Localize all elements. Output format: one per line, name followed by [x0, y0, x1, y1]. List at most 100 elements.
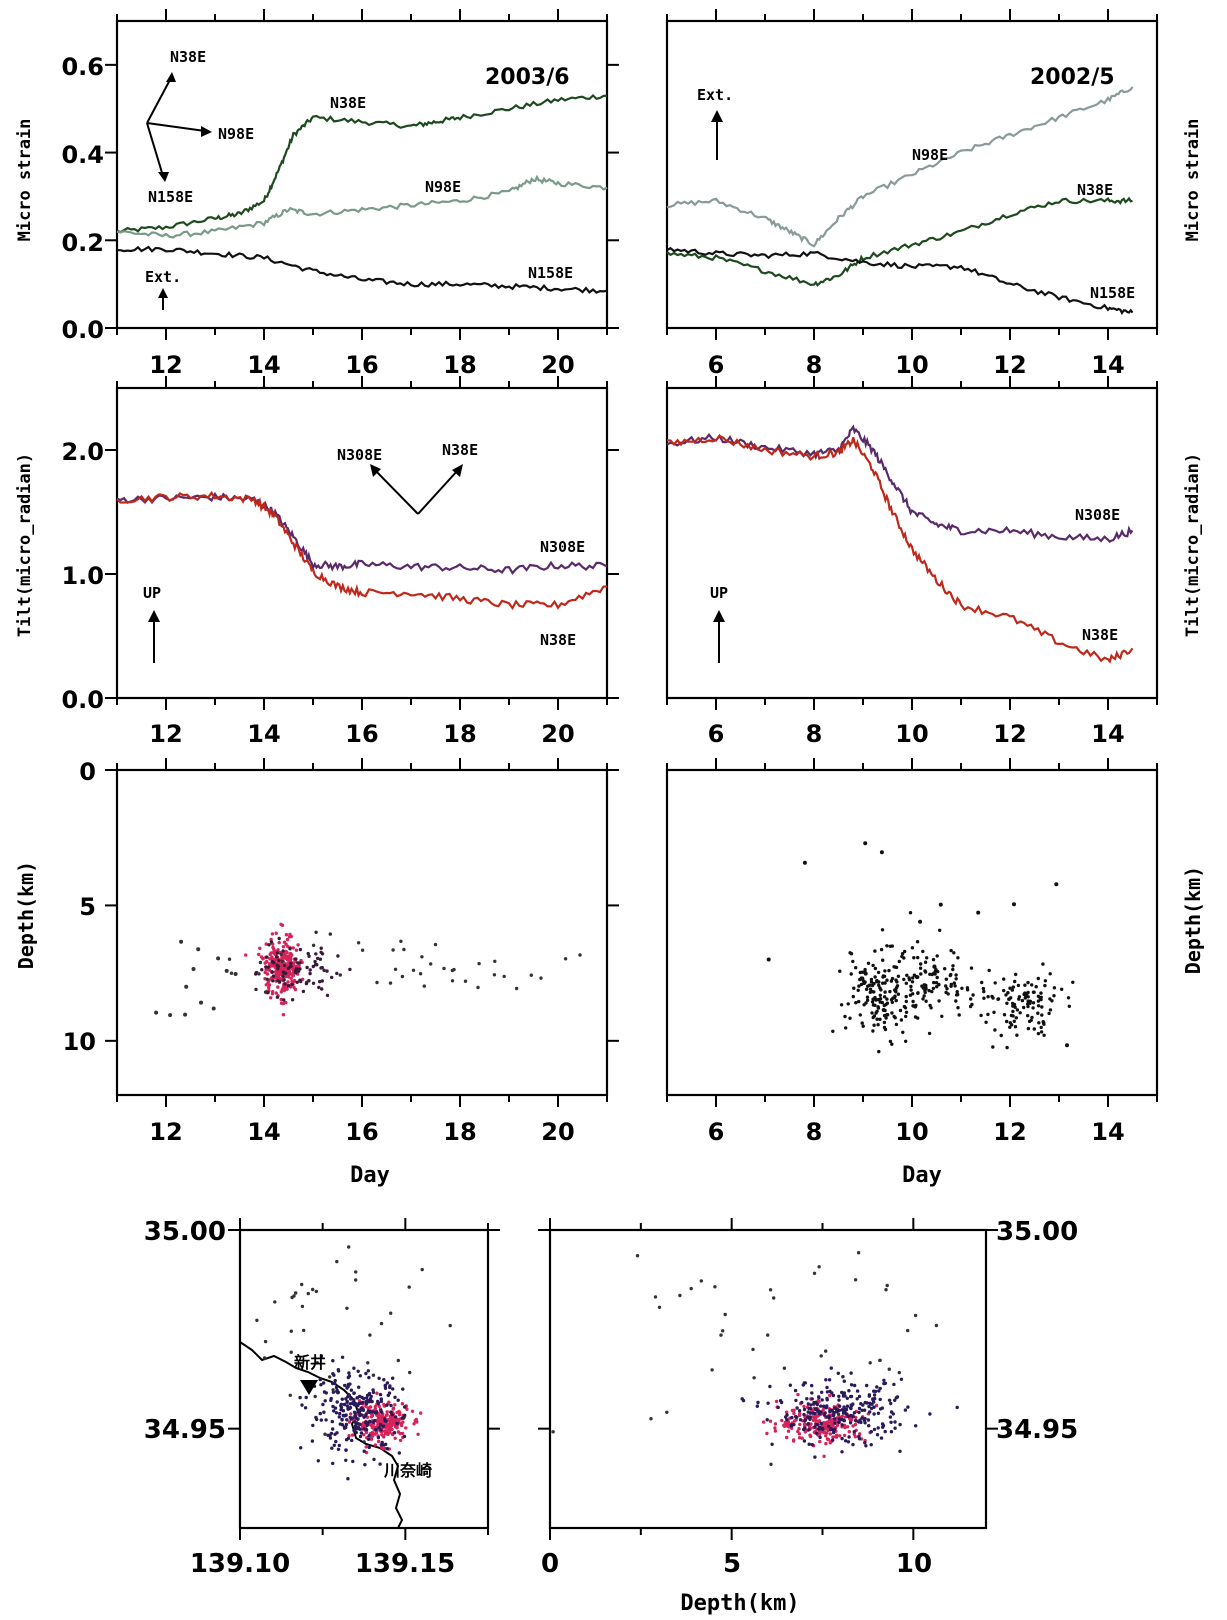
scatter-point [944, 984, 948, 988]
scatter-point [1066, 996, 1071, 1000]
scatter-point [884, 1016, 888, 1020]
scatter-point [418, 972, 423, 976]
scatter-point [810, 1391, 814, 1395]
scatter-point [266, 968, 270, 972]
ylabel-strain-left: Micro strain [15, 119, 35, 242]
scatter-point [843, 1425, 847, 1430]
scatter-point [357, 1410, 362, 1414]
scatter-point [257, 972, 261, 976]
scatter-point [802, 1439, 807, 1443]
scatter-point [849, 1394, 854, 1399]
scatter-point [895, 980, 899, 984]
scatter-point [1036, 976, 1041, 981]
scatter-point [372, 1457, 376, 1462]
scatter-point [1026, 995, 1030, 999]
scatter-point [332, 1409, 336, 1413]
scatter-point [333, 1378, 337, 1383]
scatter-point [849, 1406, 853, 1411]
scatter-point [802, 860, 807, 865]
scatter-point [837, 1408, 841, 1413]
scatter-point [362, 1415, 366, 1419]
scatter-point [264, 983, 268, 987]
ytick-strain-1: 0.2 [61, 229, 104, 257]
scatter-point [861, 1024, 865, 1028]
scatter-point [321, 1381, 326, 1385]
scatter-point [337, 1415, 341, 1419]
scatter-point [1031, 1006, 1035, 1010]
scatter-point [986, 995, 990, 999]
scatter-point [887, 1398, 892, 1403]
scatter-point [268, 957, 272, 961]
scatter-point [818, 1439, 822, 1444]
scatter-point [379, 1321, 384, 1326]
scatter-point [371, 1388, 375, 1392]
scatter-point [699, 1279, 703, 1283]
scatter-point [298, 967, 302, 971]
panel-tilt-2002: Tilt(micro_radian) UP N308E N38E [665, 376, 1203, 710]
scatter-point [364, 1402, 369, 1406]
scatter-point [290, 982, 294, 987]
scatter-point [883, 1381, 888, 1386]
scatter-point [873, 975, 877, 979]
scatter-point [842, 1405, 846, 1409]
frame-tilt-2002 [665, 386, 1159, 700]
scatter-point [858, 1432, 862, 1436]
scatter-point [379, 1428, 383, 1432]
scatter-point [399, 1422, 404, 1426]
ticks-strain-2002 [666, 9, 1158, 340]
scatter-point [336, 954, 340, 958]
scatter-point [319, 946, 323, 950]
scatter-point [318, 1377, 322, 1382]
scatter-point [817, 1419, 821, 1423]
scatter-point [929, 1006, 933, 1010]
scatter-point [1039, 1025, 1043, 1030]
scatter-point [802, 1427, 806, 1432]
scatter-point [395, 1410, 399, 1415]
scatter-point [386, 1393, 390, 1398]
scatter-point [274, 931, 278, 935]
scatter-point [300, 1282, 304, 1287]
panel-title-2003: 2003/6 [485, 65, 570, 90]
scatter-point [856, 1251, 861, 1255]
xtick-section-2: 10 [896, 1549, 932, 1579]
scatter-point [790, 1415, 794, 1420]
scatter-point [1010, 1023, 1014, 1027]
scatter-point [362, 1449, 366, 1453]
scatter-point [979, 1013, 983, 1018]
scatter-point [839, 1003, 844, 1007]
scatter-point [828, 1389, 832, 1394]
scatter-point [883, 990, 887, 994]
scatter-point [375, 980, 379, 985]
scatter-point [374, 1411, 378, 1415]
scatter-point [378, 1423, 383, 1427]
scatter-point [887, 968, 891, 973]
scatter-point [785, 1410, 789, 1414]
scatter-point [868, 1361, 872, 1365]
scatter-point [899, 1377, 904, 1382]
scatter-point [876, 970, 881, 975]
scatter-point [179, 939, 184, 944]
scatter-point [298, 947, 303, 952]
scatter-point [376, 1439, 381, 1444]
scatter-point [366, 1421, 370, 1425]
scatter-point [1048, 972, 1052, 976]
scatter-point [1020, 998, 1025, 1003]
scatter-point [885, 944, 889, 948]
scatter-point [808, 1434, 813, 1439]
scatter-point [916, 1016, 920, 1020]
scatter-point [855, 1389, 860, 1393]
scatter-point [199, 1000, 203, 1005]
station-marker-icon [300, 1380, 318, 1395]
xtick-r2-l-0: 12 [149, 720, 182, 748]
xlabel-day-right: Day [902, 1163, 942, 1188]
scatter-point [842, 1379, 846, 1383]
scatter-point [282, 940, 287, 944]
scatter-point [352, 1391, 356, 1396]
scatter-point [258, 960, 263, 965]
scatter-point [904, 1014, 908, 1019]
scatter-point [271, 990, 275, 994]
ext-label-2003: Ext. [145, 268, 181, 286]
scatter-point [282, 978, 286, 982]
scatter-point [831, 1393, 836, 1398]
scatter-point [270, 970, 274, 974]
